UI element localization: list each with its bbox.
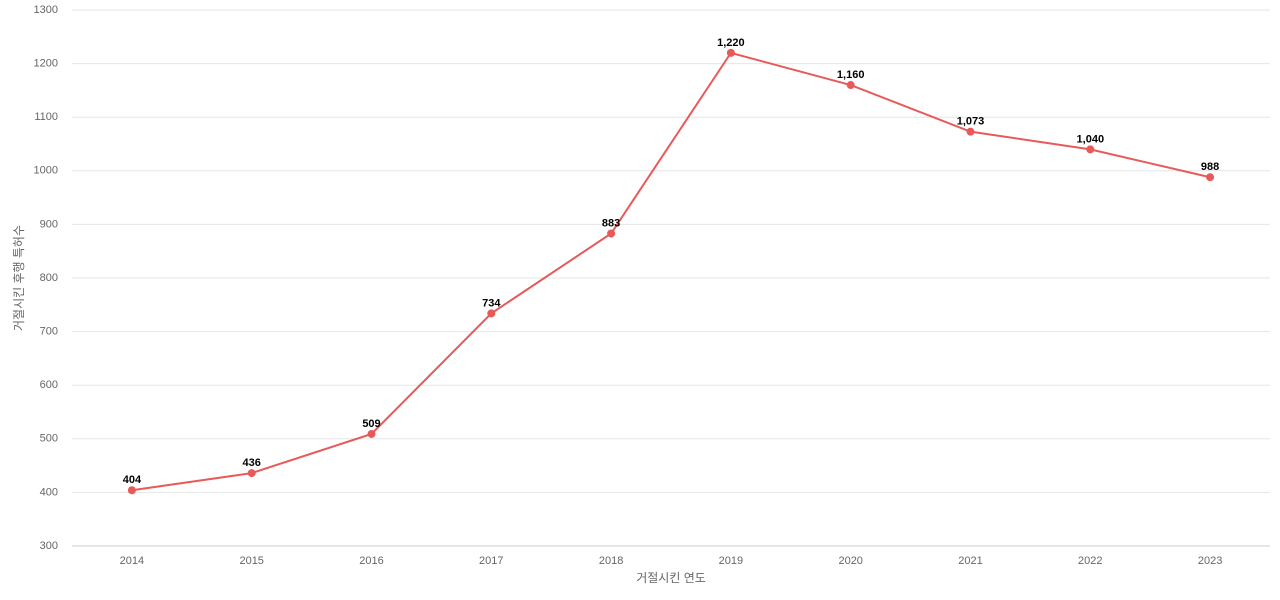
x-tick-label: 2019 <box>719 555 743 567</box>
y-axis-label: 거절시킨 후행 특허수 <box>11 225 26 331</box>
x-tick-label: 2014 <box>120 555 144 567</box>
value-label: 1,073 <box>957 116 985 128</box>
value-label: 436 <box>243 457 261 469</box>
x-tick-label: 2022 <box>1078 555 1102 567</box>
y-tick-label: 700 <box>40 326 58 338</box>
point <box>127 486 136 495</box>
x-tick-label: 2017 <box>479 555 503 567</box>
value-label: 509 <box>362 418 380 430</box>
y-tick-label: 900 <box>40 218 58 230</box>
y-tick-label: 600 <box>40 379 58 391</box>
y-tick-label: 1300 <box>34 4 58 16</box>
x-tick-label: 2016 <box>359 555 383 567</box>
point <box>1206 173 1215 182</box>
x-tick-label: 2023 <box>1198 555 1222 567</box>
point <box>966 127 975 136</box>
x-tick-label: 2015 <box>239 555 263 567</box>
line <box>131 51 1211 492</box>
y-tick-label: 800 <box>40 272 58 284</box>
point <box>607 229 616 238</box>
y-tick-label: 1100 <box>34 111 58 123</box>
point <box>367 429 376 438</box>
x-tick-label: 2020 <box>838 555 862 567</box>
value-label: 734 <box>482 297 501 309</box>
value-label: 1,160 <box>837 69 865 81</box>
x-tick-label: 2021 <box>958 555 982 567</box>
point <box>726 48 735 57</box>
y-tick-label: 300 <box>40 540 58 552</box>
y-tick-label: 1000 <box>34 165 58 177</box>
value-label: 1,040 <box>1077 133 1105 145</box>
x-tick-label: 2018 <box>599 555 623 567</box>
value-label: 404 <box>123 474 142 486</box>
value-label: 988 <box>1201 161 1219 173</box>
point <box>247 469 256 478</box>
point <box>487 309 496 318</box>
point <box>846 81 855 90</box>
y-tick-label: 1200 <box>34 58 58 70</box>
value-label: 883 <box>602 217 620 229</box>
y-tick-label: 400 <box>40 486 58 498</box>
point <box>1086 145 1095 154</box>
x-axis-label: 거절시킨 연도 <box>636 571 706 585</box>
y-tick-label: 500 <box>40 433 58 445</box>
value-label: 1,220 <box>717 37 745 49</box>
